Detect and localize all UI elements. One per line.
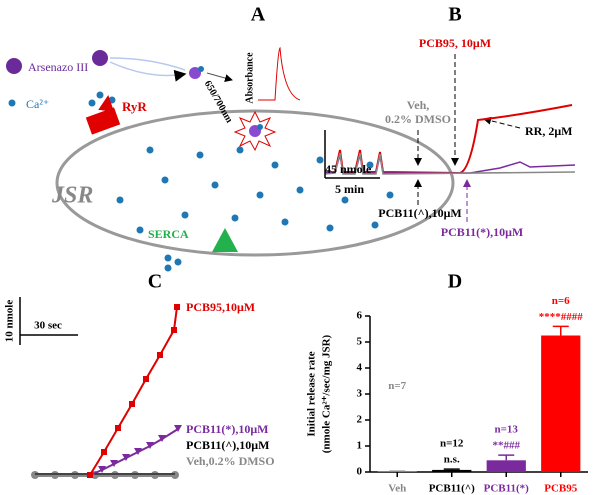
scale-y-label: 10 nmole xyxy=(4,300,16,343)
scale-y-label: 45 nmole xyxy=(325,162,372,176)
scale-x-label: 5 min xyxy=(335,182,364,196)
legend-entry: Veh,0.2% DMSO xyxy=(186,454,275,468)
legend-entry: PCB11(^),10μM xyxy=(186,438,269,452)
panel-label: B xyxy=(448,4,461,26)
x-tick-label: PCB11(*) xyxy=(484,483,530,495)
pcb95-label: PCB95, 10μM xyxy=(419,36,491,50)
panel-c: C 30 sec 10 nmole PCB95,10μM PCB11(*),10… xyxy=(4,271,275,479)
y-tick-label: 4 xyxy=(357,362,363,374)
calcium-icon xyxy=(8,99,16,107)
bar xyxy=(486,460,526,472)
y-tick-label: 5 xyxy=(357,336,363,348)
n-label: n=13 xyxy=(495,424,519,436)
scale-x-label: 30 sec xyxy=(34,320,62,332)
absorbance-trace xyxy=(258,46,301,101)
panel-d: D Initial release rate (nmole Ca²⁺/sec/m… xyxy=(306,271,588,495)
legend-entry: PCB11(*),10μM xyxy=(186,422,268,436)
veh-trace xyxy=(324,152,576,175)
absorbance-label: Absorbance xyxy=(244,52,255,104)
pcb11-hat-label: PCB11(^),10μM xyxy=(378,206,461,220)
rr-label: RR, 2μM xyxy=(525,124,572,138)
y-tick-label: 2 xyxy=(357,414,363,426)
n-label: n=7 xyxy=(388,380,406,392)
significance-label: **### xyxy=(493,440,521,452)
bar xyxy=(541,335,581,472)
veh-label: 0.2% DMSO xyxy=(385,112,451,126)
n-label: n=6 xyxy=(552,295,570,307)
panel-label: C xyxy=(148,271,162,293)
veh-label: Veh, xyxy=(407,98,430,112)
wavelength-label: 650/700nm xyxy=(202,79,235,125)
y-tick-label: 0 xyxy=(357,466,363,478)
y-axis-label: Initial release rate xyxy=(306,351,318,436)
jsr-label: JSR xyxy=(51,183,93,209)
arsenazo-label: Arsenazo III xyxy=(28,60,88,74)
pcb11-star-label: PCB11(*),10μM xyxy=(441,225,523,239)
bar xyxy=(432,469,472,472)
calcium-label: Ca²⁺ xyxy=(26,97,49,111)
y-tick-label: 1 xyxy=(357,440,363,452)
y-tick-label: 6 xyxy=(357,310,363,322)
panel-b: B PCB95, 10μM Veh, 0.2% DMSO RR, 2μM 45 … xyxy=(324,4,576,239)
serca-label: SERCA xyxy=(148,227,189,241)
significance-label: n.s. xyxy=(444,454,460,466)
ryr-label: RyR xyxy=(122,99,147,114)
serca-pump xyxy=(212,228,238,252)
x-tick-label: PCB95 xyxy=(544,483,578,495)
arsenazo-icon xyxy=(6,58,22,74)
ryr-channel xyxy=(85,107,121,135)
panel-label: A xyxy=(251,4,266,26)
y-axis-label: (nmole Ca²⁺/sec/mg JSR) xyxy=(321,334,333,453)
x-tick-label: Veh xyxy=(388,483,406,495)
panel-label: D xyxy=(448,271,462,293)
x-tick-label: PCB11(^) xyxy=(429,483,475,495)
y-tick-label: 3 xyxy=(357,388,363,400)
n-label: n=12 xyxy=(440,438,464,450)
panel-a: A Arsenazo III Ca²⁺ JSR RyR SERCA 650/70… xyxy=(6,4,455,272)
legend-entry: PCB95,10μM xyxy=(186,300,255,314)
significance-label: ****#### xyxy=(539,311,584,323)
